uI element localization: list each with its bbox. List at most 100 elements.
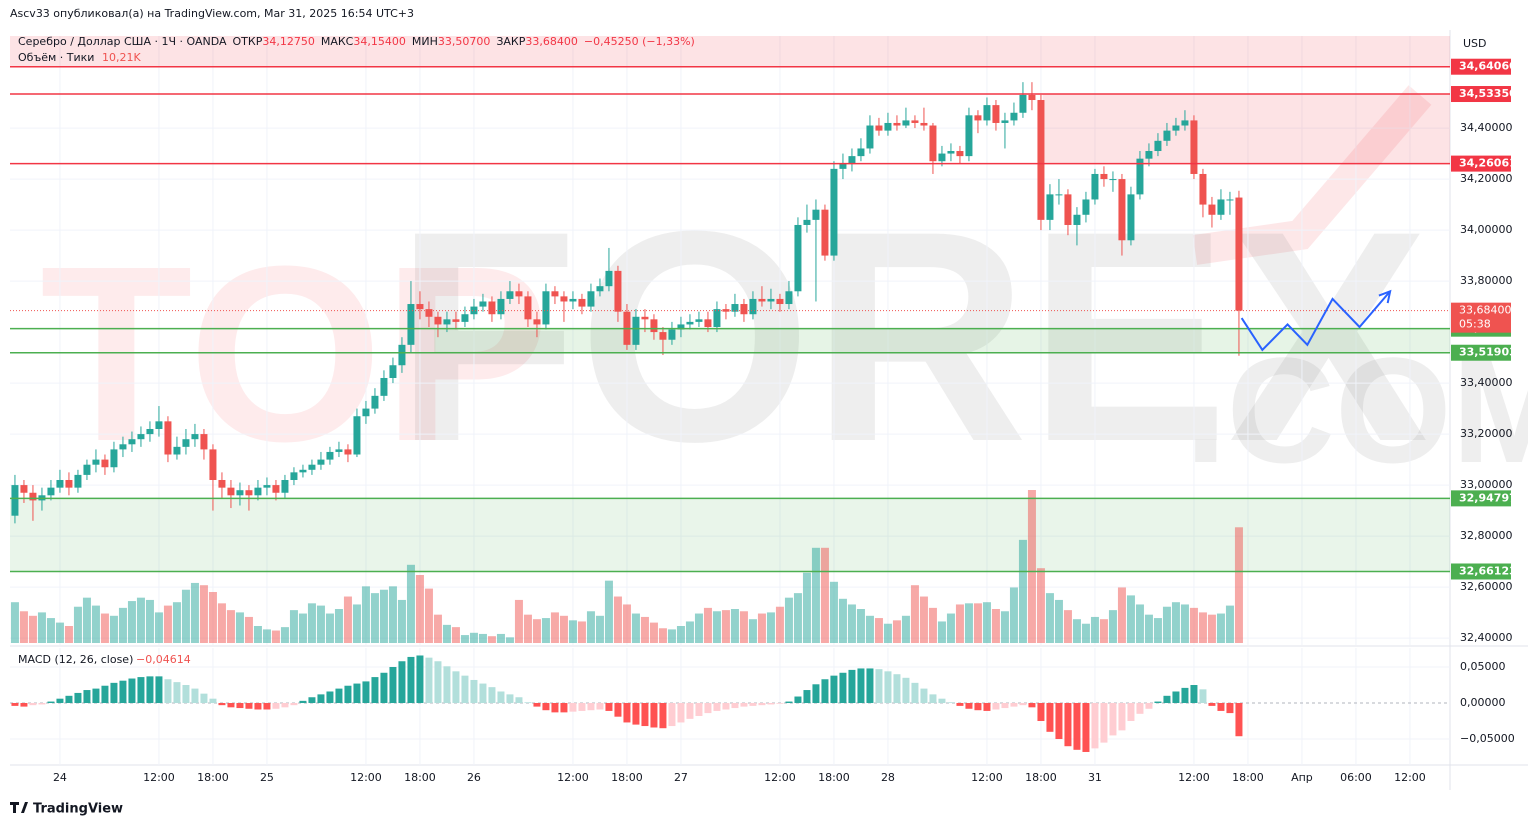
x-tick-label: 27 — [674, 771, 688, 784]
candle-body — [1046, 194, 1054, 220]
candle-body — [1190, 120, 1198, 174]
macd-bar — [1019, 703, 1027, 706]
volume-bar — [541, 618, 550, 643]
x-tick-label: 31 — [1088, 771, 1102, 784]
volume-bar — [1180, 604, 1189, 643]
volume-bar — [802, 572, 811, 643]
macd-bar — [569, 703, 577, 712]
volume-bar — [352, 604, 361, 643]
volume-title: Объём · Тики — [18, 51, 94, 64]
volume-bar — [757, 613, 766, 643]
candle-body — [1082, 199, 1090, 215]
macd-bar — [362, 681, 370, 704]
macd-bar — [965, 703, 973, 709]
macd-bar — [272, 703, 280, 709]
macd-bar — [299, 700, 307, 704]
macd-bar — [1055, 703, 1063, 740]
macd-bar — [1163, 695, 1171, 704]
legend-item: 34,12750 — [262, 35, 315, 48]
candle-body — [290, 472, 298, 480]
candle-body — [317, 459, 325, 465]
volume-bar — [289, 610, 298, 643]
volume-bar — [685, 621, 694, 643]
volume-bar — [577, 621, 586, 643]
volume-bar — [955, 604, 964, 643]
macd-bar — [317, 694, 325, 704]
candle-body — [380, 377, 388, 396]
candle-body — [65, 479, 73, 488]
candle-body — [1145, 151, 1153, 159]
y-tick-label: 33,00000 — [1460, 478, 1513, 491]
candle-body — [245, 490, 253, 496]
candle-body — [389, 365, 397, 378]
macd-bar — [371, 677, 379, 704]
legend-item: 33,50700 — [438, 35, 491, 48]
level-label-bg — [1451, 344, 1511, 361]
legend-item: Серебро / Доллар США · 1Ч · OANDA — [18, 35, 227, 48]
candle-body — [29, 492, 37, 501]
volume-bar — [82, 597, 91, 643]
candle-body — [1037, 100, 1045, 220]
macd-bar — [146, 676, 154, 704]
volume-bar — [28, 615, 37, 643]
macd-tick-label: 0,00000 — [1460, 696, 1506, 709]
candle-body — [119, 444, 127, 450]
macd-bar — [1010, 703, 1018, 707]
macd-bar — [911, 682, 919, 704]
candle-body — [1208, 204, 1216, 215]
macd-title: MACD (12, 26, close) — [18, 653, 133, 666]
x-tick-label: 12:00 — [971, 771, 1003, 784]
volume-bar — [811, 547, 820, 643]
volume-bar — [901, 615, 910, 643]
volume-bar — [1216, 613, 1225, 643]
candle-body — [1199, 173, 1207, 205]
volume-bar — [1036, 568, 1045, 643]
zone — [434, 328, 1451, 353]
level-label: 32,94797 — [1459, 491, 1517, 504]
attribution: Ascv33 опубликовал(а) на TradingView.com… — [10, 7, 414, 20]
x-tick-label: Апр — [1291, 771, 1313, 784]
macd-bar — [524, 702, 532, 704]
level-label: 34,26061 — [1459, 157, 1517, 170]
macd-bar — [1109, 703, 1117, 736]
candle-body — [731, 304, 739, 312]
macd-bar — [794, 696, 802, 704]
candle-body — [182, 439, 190, 447]
macd-bar — [353, 683, 361, 704]
volume-bar — [748, 619, 757, 643]
level-label: 33,51903 — [1459, 346, 1517, 359]
macd-bar — [191, 688, 199, 704]
candle-body — [362, 408, 370, 417]
legend-item: ОТКР — [233, 35, 263, 48]
volume-bar — [415, 575, 424, 643]
legend-item: МИН — [412, 35, 438, 48]
x-tick-label: 12:00 — [350, 771, 382, 784]
candle-body — [1073, 214, 1081, 225]
candle-body — [1127, 194, 1135, 241]
volume-bar — [694, 613, 703, 643]
candle-body — [1010, 112, 1018, 121]
candle-body — [1235, 197, 1243, 311]
volume-bar — [532, 619, 541, 643]
macd-bar — [227, 703, 235, 708]
macd-bar — [434, 661, 442, 704]
macd-bar — [695, 703, 703, 716]
macd-bar — [758, 703, 766, 706]
volume-bar — [883, 623, 892, 643]
candle-body — [839, 163, 847, 169]
volume-bar — [1234, 527, 1243, 643]
volume-bar — [190, 582, 199, 643]
volume-bar — [730, 609, 739, 643]
macd-last: −0,04614 — [136, 653, 191, 666]
candle-body — [992, 105, 1000, 123]
candle-body — [749, 298, 757, 315]
volume-bar — [712, 611, 721, 643]
volume-bar — [865, 615, 874, 643]
candle-body — [875, 125, 883, 131]
candle-body — [794, 224, 802, 292]
volume-bar — [658, 628, 667, 643]
macd-bar — [686, 703, 694, 719]
candle-body — [551, 291, 559, 297]
x-tick-label: 12:00 — [1394, 771, 1426, 784]
